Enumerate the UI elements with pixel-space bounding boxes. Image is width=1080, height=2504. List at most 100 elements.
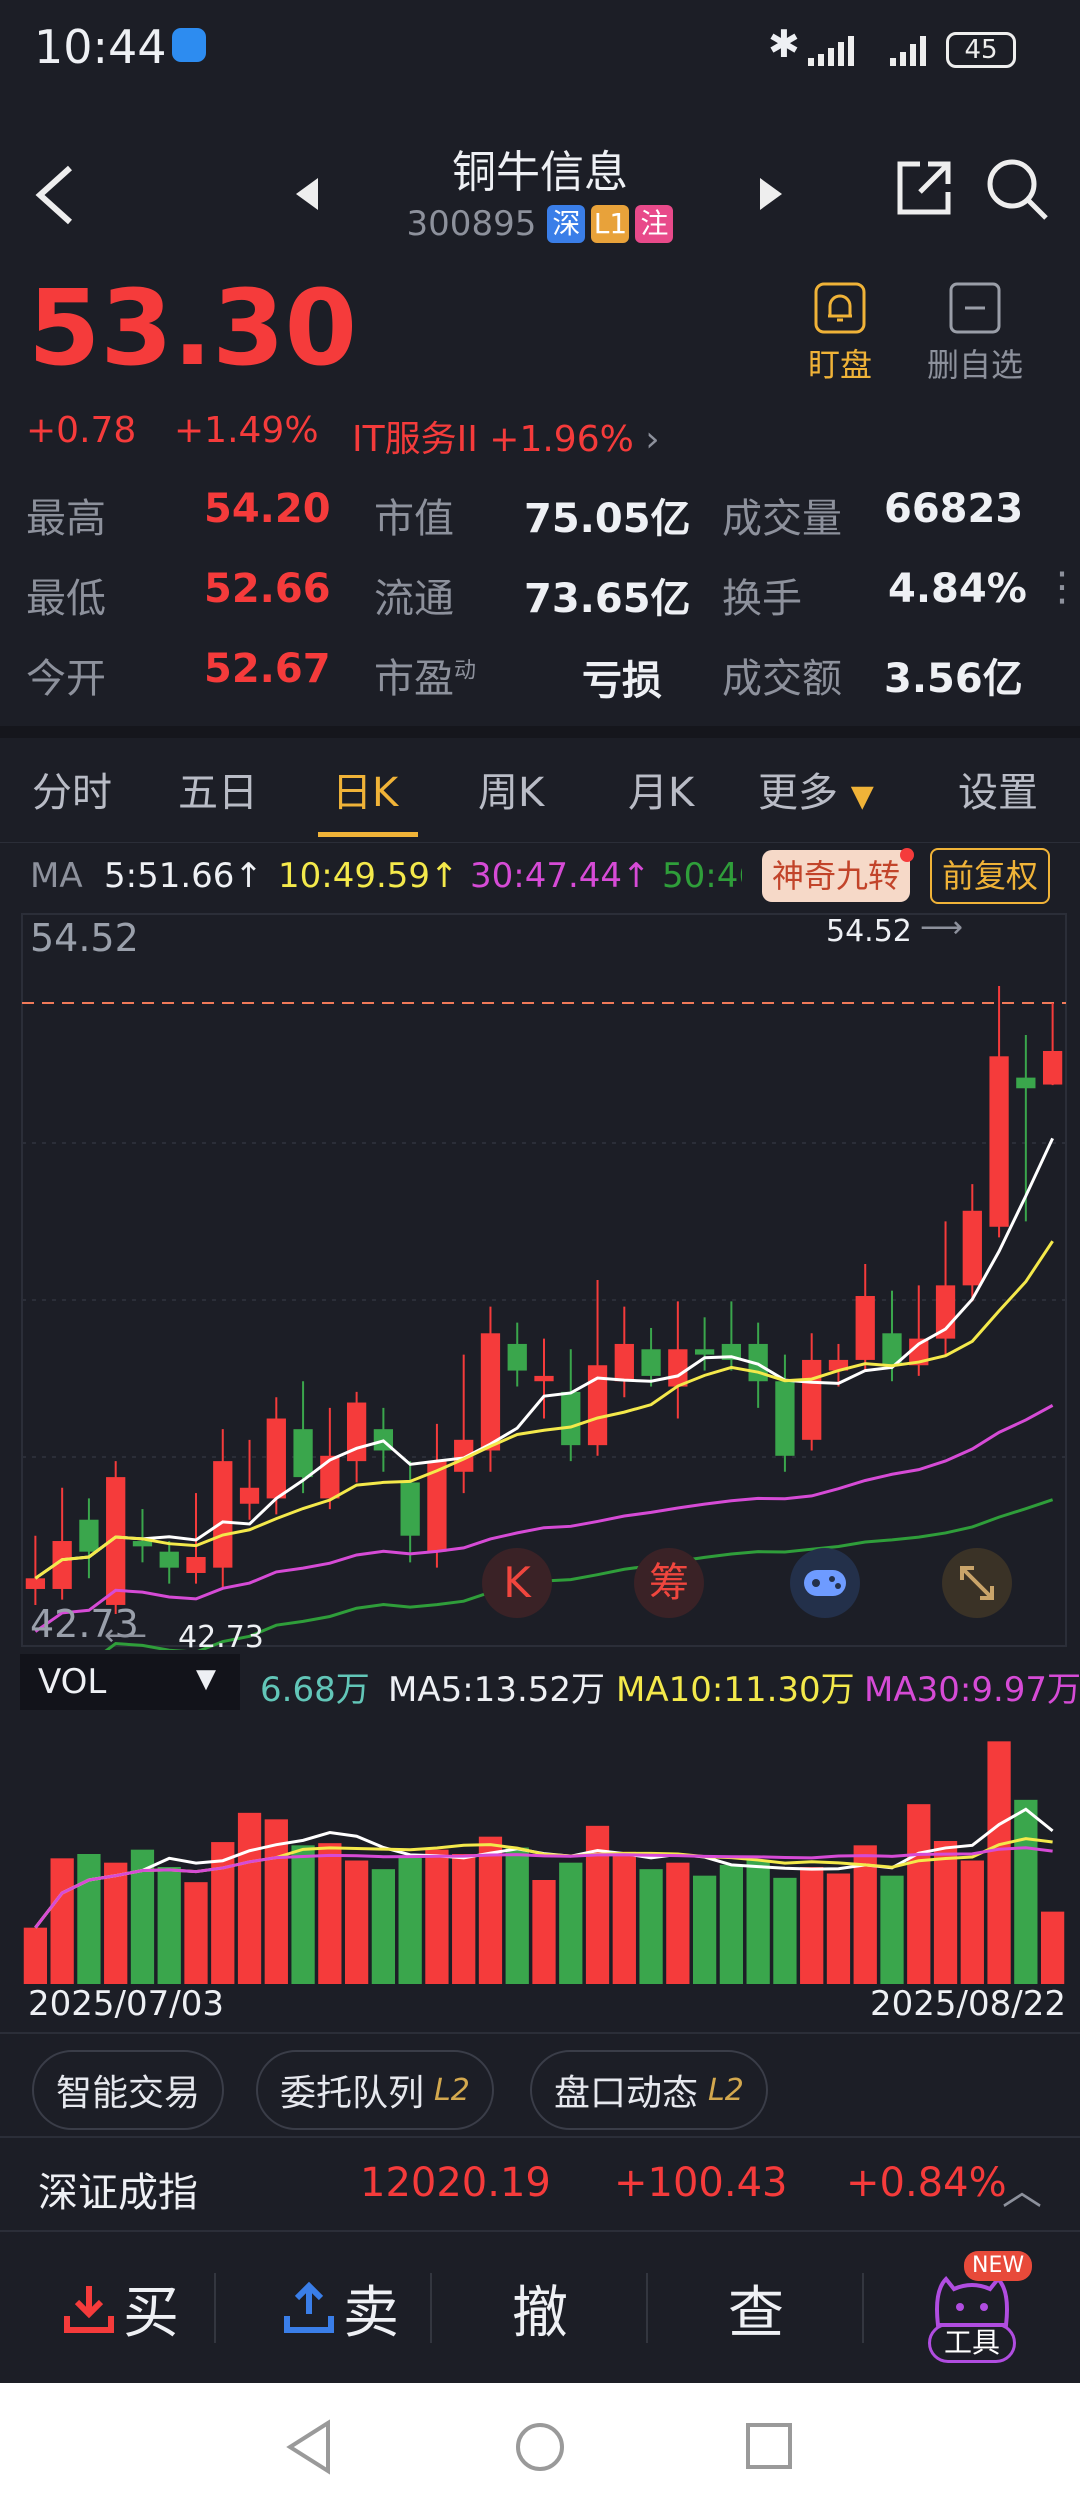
candle-body <box>25 1578 46 1589</box>
fullscreen-button[interactable] <box>942 1548 1012 1618</box>
tag-l1: L1 <box>591 205 630 243</box>
index-name: 深证成指 <box>38 2170 198 2216</box>
sector-link[interactable]: IT服务II +1.96% › <box>352 410 660 462</box>
battery-icon: 45 <box>946 32 1016 68</box>
nav-home-icon[interactable] <box>512 2419 568 2475</box>
stat-mktcap-label: 市值 <box>374 496 454 542</box>
stat-open-value: 52.67 <box>204 646 331 692</box>
gamepad-button[interactable] <box>790 1548 860 1618</box>
candle-body <box>802 1359 822 1440</box>
volume-bar <box>639 1869 663 1984</box>
volume-bar <box>532 1880 556 1984</box>
prev-stock-icon[interactable] <box>292 174 322 214</box>
volume-bar: VOL ▼ 6.68万 MA5:13.52万 MA10:11.30万 MA30:… <box>0 1654 1080 1714</box>
volume-ma5: MA5:13.52万 <box>388 1670 606 1710</box>
nav-back-icon[interactable] <box>284 2419 334 2475</box>
query-button[interactable]: 查 <box>728 2280 784 2346</box>
bell-icon <box>814 282 866 334</box>
divider <box>862 2273 864 2343</box>
stock-code: 300895 <box>406 204 537 244</box>
volume-bar <box>692 1875 717 1984</box>
kline-chart[interactable] <box>0 910 1080 1650</box>
remove-favorite-button[interactable]: 删自选 <box>920 282 1030 386</box>
candle-body <box>427 1461 447 1552</box>
index-ticker[interactable]: 深证成指 12020.19 +100.43 +0.84% ︿ <box>0 2136 1080 2232</box>
ma-label: MA <box>30 856 83 896</box>
tools-label: 工具 <box>928 2323 1016 2363</box>
back-icon[interactable] <box>30 160 80 230</box>
chip-distribution-button[interactable]: 筹 <box>634 1548 704 1618</box>
candle-body <box>989 1056 1009 1227</box>
volume-bar <box>318 1843 342 1984</box>
price-change: +0.78 <box>26 410 137 451</box>
expand-icon <box>960 1566 994 1600</box>
remove-label: 删自选 <box>926 346 1023 384</box>
volume-bar <box>425 1849 449 1984</box>
stat-high-label: 最高 <box>26 496 106 542</box>
volume-bar <box>184 1882 208 1984</box>
stat-volume-label: 成交量 <box>722 496 842 542</box>
chevron-up-icon[interactable]: ︿ <box>1002 2168 1042 2214</box>
battery-level: 45 <box>964 35 998 65</box>
last-price: 53.30 <box>28 267 357 389</box>
k-signal-button[interactable]: K <box>482 1548 552 1618</box>
active-tab-indicator <box>318 832 418 837</box>
tab-weekly-k[interactable]: 周K <box>478 770 545 816</box>
next-stock-icon[interactable] <box>756 174 786 214</box>
volume-bar <box>1014 1799 1038 1984</box>
volume-bar <box>612 1851 636 1984</box>
buy-label: 买 <box>123 2280 179 2346</box>
tab-more[interactable]: 更多 ▼ <box>758 760 874 818</box>
tab-monthly-k[interactable]: 月K <box>628 770 695 816</box>
smart-trade-button[interactable]: 智能交易 <box>32 2050 225 2130</box>
tab-settings[interactable]: 设置 <box>958 770 1038 816</box>
price-change-pct: +1.49% <box>174 410 319 451</box>
candle-body <box>614 1343 634 1382</box>
volume-bar <box>452 1854 476 1984</box>
indicator-select[interactable]: VOL ▼ <box>20 1654 240 1710</box>
gamepad-icon <box>804 1570 846 1596</box>
nav-recents-icon[interactable] <box>744 2421 796 2473</box>
tag-note: 注 <box>635 205 674 243</box>
search-icon[interactable] <box>984 156 1050 222</box>
candle-body <box>239 1487 260 1504</box>
order-queue-button[interactable]: 委托队列 L2 <box>256 2050 494 2130</box>
volume-bar <box>880 1875 904 1984</box>
candle-body <box>293 1429 313 1478</box>
magic-nine-button[interactable]: 神奇九转 <box>762 850 911 902</box>
share-icon[interactable] <box>892 156 956 220</box>
volume-bar <box>505 1847 529 1984</box>
volume-bar <box>933 1841 958 1984</box>
candle-body <box>266 1418 286 1499</box>
cancel-order-button[interactable]: 撤 <box>512 2280 568 2346</box>
adjust-button[interactable]: 前复权 <box>930 848 1051 904</box>
tab-intraday[interactable]: 分时 <box>32 770 112 816</box>
price-axis-top: 54.52 <box>30 916 139 960</box>
volume-bar <box>50 1858 74 1984</box>
ma10-line <box>34 1240 1054 1580</box>
stat-open-label: 今开 <box>26 656 106 702</box>
arrow-left-icon: ⟵ <box>104 1618 148 1653</box>
tab-five-day[interactable]: 五日 <box>178 770 258 816</box>
nav-bar: 铜牛信息 300895 深 L1 注 <box>0 100 1080 270</box>
buy-button[interactable]: 买 <box>30 2233 210 2383</box>
candle-body <box>480 1333 501 1451</box>
stat-pe-label: 市盈动 <box>374 646 476 704</box>
sell-button[interactable]: 卖 <box>250 2233 430 2383</box>
tape-dynamics-button[interactable]: 盘口动态 L2 <box>530 2050 768 2130</box>
volume-bar <box>211 1842 235 1984</box>
stat-low-value: 52.66 <box>204 566 331 612</box>
tools-button[interactable]: NEW 工具 <box>918 2251 1033 2367</box>
minus-square-icon <box>949 282 1001 334</box>
chart-frame <box>21 913 1067 1647</box>
smart-trade-label: 智能交易 <box>56 2073 201 2114</box>
caret-down-icon: ▼ <box>850 779 874 814</box>
divider <box>0 2032 1080 2034</box>
tab-daily-k[interactable]: 日K <box>332 770 399 816</box>
volume-bar <box>746 1860 770 1984</box>
watch-button[interactable]: 盯盘 <box>800 282 880 386</box>
more-stats-icon[interactable]: ⋮ <box>1042 564 1080 610</box>
volume-chart[interactable] <box>0 1714 1080 1984</box>
download-icon <box>64 2286 114 2333</box>
divider <box>646 2273 648 2343</box>
